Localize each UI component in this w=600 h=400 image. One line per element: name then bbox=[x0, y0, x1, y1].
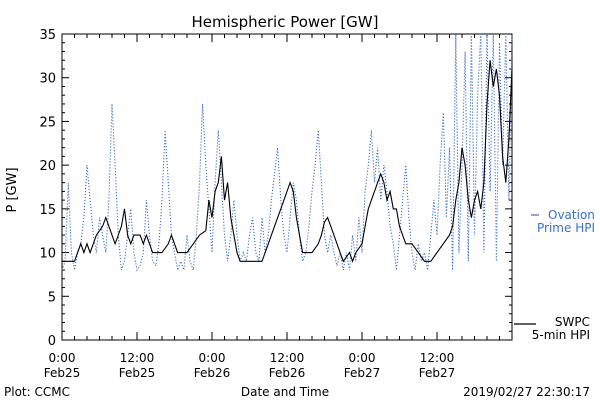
x-axis-ticks: 0:00Feb2512:00Feb250:00Feb2612:00Feb260:… bbox=[44, 34, 513, 380]
x-tick-date-label: Feb27 bbox=[419, 366, 456, 380]
chart-title: Hemispheric Power [GW] bbox=[192, 13, 379, 31]
y-axis-ticks: 0 5 10 15 20 25 30 35 bbox=[39, 28, 512, 349]
y-tick-label: 25 bbox=[39, 115, 56, 130]
series-ovation-prime-line bbox=[61, 33, 513, 273]
legend-ovation-prime: Ovation Prime HPI bbox=[531, 208, 595, 235]
plot-frame bbox=[61, 33, 513, 341]
y-tick-label: 35 bbox=[39, 28, 56, 43]
x-tick-time-label: 12:00 bbox=[420, 351, 455, 365]
y-tick-label: 10 bbox=[39, 247, 56, 262]
x-tick-date-label: Feb26 bbox=[194, 366, 231, 380]
legend-swpc-line1: SWPC bbox=[555, 315, 590, 329]
legend-ovation-line1: Ovation bbox=[548, 208, 595, 222]
x-tick-time-label: 12:00 bbox=[120, 351, 155, 365]
x-tick-time-label: 0:00 bbox=[49, 351, 76, 365]
legend-swpc: SWPC 5-min HPI bbox=[514, 315, 590, 342]
x-tick-date-label: Feb25 bbox=[119, 366, 156, 380]
plot-source-label: Plot: CCMC bbox=[4, 385, 70, 399]
y-tick-label: 15 bbox=[39, 203, 56, 218]
x-tick-date-label: Feb26 bbox=[269, 366, 306, 380]
legend-ovation-line2: Prime HPI bbox=[537, 221, 595, 235]
legend-swpc-line2: 5-min HPI bbox=[532, 328, 590, 342]
y-tick-label: 0 bbox=[48, 334, 56, 349]
y-tick-label: 5 bbox=[48, 290, 56, 305]
x-tick-time-label: 0:00 bbox=[349, 351, 376, 365]
series-swpc-line bbox=[62, 60, 513, 263]
y-axis-label: P [GW] bbox=[5, 167, 20, 212]
x-tick-date-label: Feb27 bbox=[344, 366, 381, 380]
y-tick-label: 20 bbox=[39, 159, 56, 174]
x-axis-label: Date and Time bbox=[241, 385, 329, 399]
x-tick-time-label: 12:00 bbox=[270, 351, 305, 365]
x-tick-time-label: 0:00 bbox=[199, 351, 226, 365]
y-tick-label: 30 bbox=[39, 72, 56, 87]
x-tick-date-label: Feb25 bbox=[44, 366, 81, 380]
timestamp-label: 2019/02/27 22:30:17 bbox=[463, 385, 590, 399]
